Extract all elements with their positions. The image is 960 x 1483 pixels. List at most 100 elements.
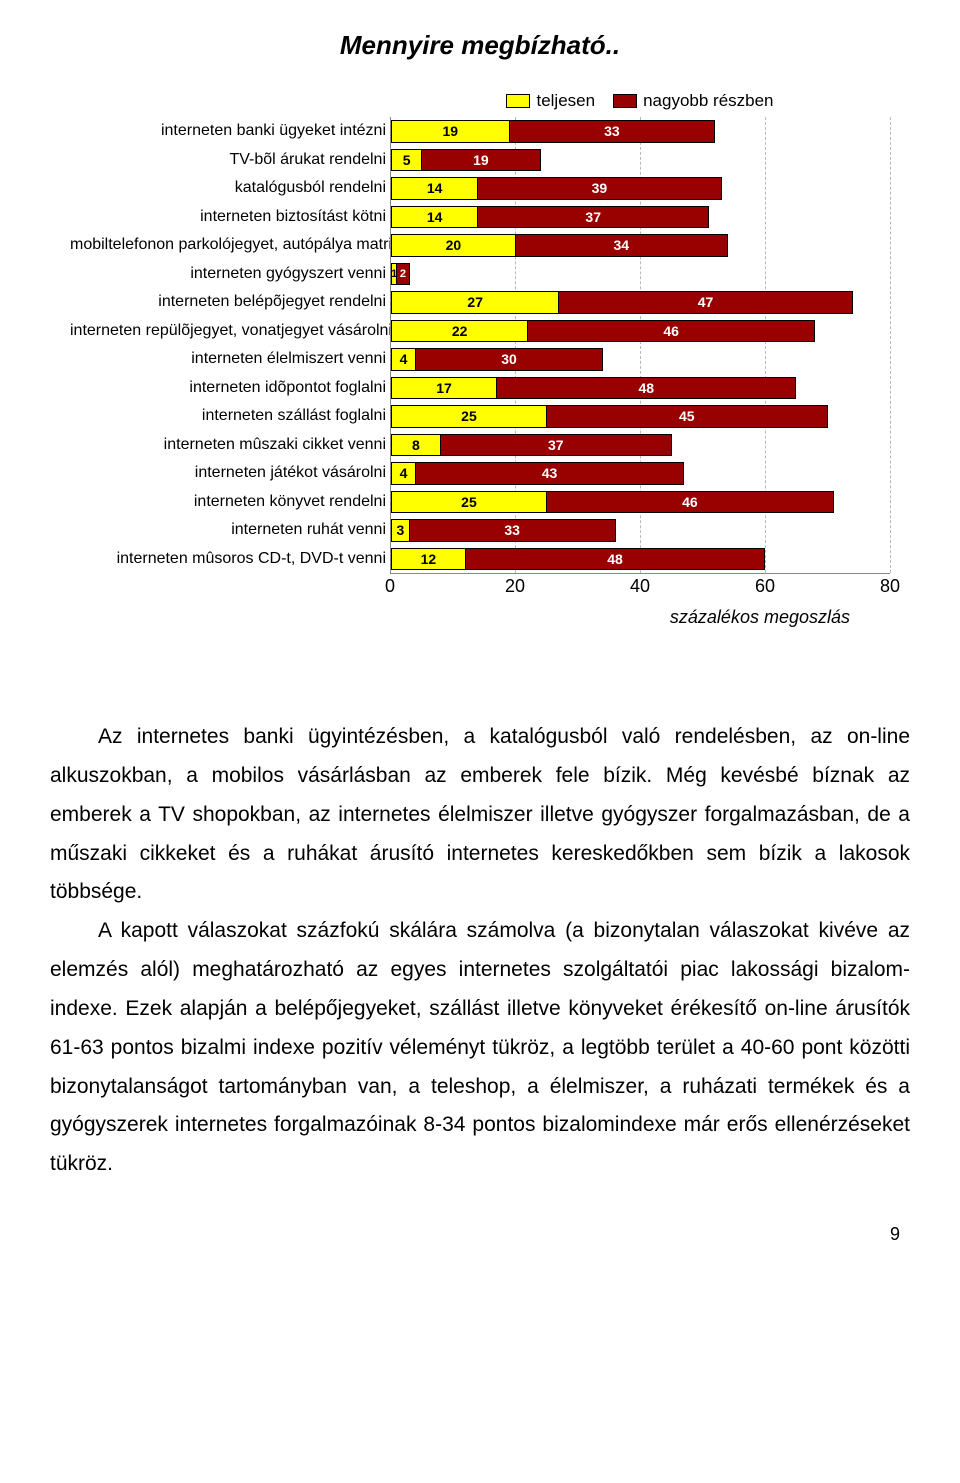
bar-track: 430 — [391, 348, 890, 371]
table-row: interneten ruhát venni333 — [70, 516, 890, 545]
row-label: interneten élelmiszert venni — [70, 350, 390, 368]
paragraph-1: Az internetes banki ügyintézésben, a kat… — [50, 718, 910, 912]
bar-track: 12 — [391, 263, 890, 286]
bar-segment: 12 — [391, 548, 466, 571]
bar-segment: 37 — [441, 434, 672, 457]
bar-segment: 4 — [391, 348, 416, 371]
chart-title: Mennyire megbízható.. — [50, 30, 910, 61]
bar-segment: 14 — [391, 206, 478, 229]
bar-track: 837 — [391, 434, 890, 457]
row-label: interneten könyvet rendelni — [70, 493, 390, 511]
row-label: interneten szállást foglalni — [70, 407, 390, 425]
row-plot: 1748 — [390, 374, 890, 403]
table-row: interneten banki ügyeket intézni1933 — [70, 117, 890, 146]
bar-segment: 46 — [528, 320, 815, 343]
bar-segment: 45 — [547, 405, 828, 428]
bar-track: 1439 — [391, 177, 890, 200]
bar-segment: 39 — [478, 177, 721, 200]
bar-segment: 46 — [547, 491, 834, 514]
row-plot: 430 — [390, 345, 890, 374]
axis-tick: 0 — [385, 576, 395, 597]
bar-track: 2545 — [391, 405, 890, 428]
table-row: TV-bõl árukat rendelni519 — [70, 146, 890, 175]
chart-rows: interneten banki ügyeket intézni1933TV-b… — [70, 117, 890, 573]
body-text: Az internetes banki ügyintézésben, a kat… — [50, 718, 910, 1184]
chart: teljesen nagyobb részben interneten bank… — [70, 91, 890, 628]
row-plot: 1437 — [390, 203, 890, 232]
bar-segment: 19 — [391, 120, 510, 143]
bar-segment: 19 — [422, 149, 541, 172]
bar-segment: 48 — [497, 377, 796, 400]
bar-segment: 8 — [391, 434, 441, 457]
bar-segment: 25 — [391, 491, 547, 514]
row-label: interneten belépõjegyet rendelni — [70, 293, 390, 311]
bar-segment: 17 — [391, 377, 497, 400]
bar-segment: 27 — [391, 291, 559, 314]
bar-track: 1437 — [391, 206, 890, 229]
axis-tick: 40 — [630, 576, 650, 597]
table-row: katalógusból rendelni1439 — [70, 174, 890, 203]
axis-title: százalékos megoszlás — [70, 607, 890, 628]
row-plot: 2034 — [390, 231, 890, 260]
row-plot: 2546 — [390, 488, 890, 517]
row-label: interneten banki ügyeket intézni — [70, 122, 390, 140]
row-plot: 519 — [390, 146, 890, 175]
bar-track: 519 — [391, 149, 890, 172]
row-label: katalógusból rendelni — [70, 179, 390, 197]
row-plot: 2246 — [390, 317, 890, 346]
table-row: interneten szállást foglalni2545 — [70, 402, 890, 431]
row-plot: 837 — [390, 431, 890, 460]
bar-segment: 33 — [510, 120, 716, 143]
row-plot: 1439 — [390, 174, 890, 203]
legend-swatch-1 — [613, 94, 637, 108]
bar-segment: 14 — [391, 177, 478, 200]
bar-segment: 25 — [391, 405, 547, 428]
bar-track: 2034 — [391, 234, 890, 257]
legend-swatch-0 — [506, 94, 530, 108]
row-label: interneten repülõjegyet, vonatjegyet vás… — [70, 322, 390, 340]
legend-label-0: teljesen — [536, 91, 595, 111]
row-label: interneten biztosítást kötni — [70, 208, 390, 226]
table-row: interneten gyógyszert venni12 — [70, 260, 890, 289]
row-plot: 333 — [390, 516, 890, 545]
table-row: interneten mûsoros CD-t, DVD-t venni1248 — [70, 545, 890, 574]
table-row: interneten játékot vásárolni443 — [70, 459, 890, 488]
table-row: interneten belépõjegyet rendelni2747 — [70, 288, 890, 317]
bar-track: 443 — [391, 462, 890, 485]
row-plot: 12 — [390, 260, 890, 289]
legend-label-1: nagyobb részben — [643, 91, 773, 111]
bar-segment: 47 — [559, 291, 852, 314]
table-row: interneten repülõjegyet, vonatjegyet vás… — [70, 317, 890, 346]
bar-segment: 3 — [391, 519, 410, 542]
row-plot: 2545 — [390, 402, 890, 431]
row-label: interneten mûszaki cikket venni — [70, 436, 390, 454]
legend-item-0: teljesen — [506, 91, 595, 111]
row-label: interneten mûsoros CD-t, DVD-t venni — [70, 550, 390, 568]
bar-track: 1748 — [391, 377, 890, 400]
table-row: interneten idõpontot foglalni1748 — [70, 374, 890, 403]
row-label: interneten játékot vásárolni — [70, 464, 390, 482]
legend: teljesen nagyobb részben — [390, 91, 890, 111]
table-row: interneten mûszaki cikket venni837 — [70, 431, 890, 460]
axis-tick: 80 — [880, 576, 900, 597]
axis-tick: 20 — [505, 576, 525, 597]
bar-track: 1248 — [391, 548, 890, 571]
row-plot: 1933 — [390, 117, 890, 146]
paragraph-2: A kapott válaszokat százfokú skálára szá… — [50, 912, 910, 1184]
table-row: interneten biztosítást kötni1437 — [70, 203, 890, 232]
bar-segment: 5 — [391, 149, 422, 172]
row-plot: 443 — [390, 459, 890, 488]
gridline — [890, 117, 891, 573]
bar-segment: 37 — [478, 206, 709, 229]
row-label: mobiltelefonon parkolójegyet, autópálya … — [70, 236, 390, 254]
bar-track: 2747 — [391, 291, 890, 314]
bar-track: 333 — [391, 519, 890, 542]
row-label: interneten gyógyszert venni — [70, 265, 390, 283]
axis-tick: 60 — [755, 576, 775, 597]
table-row: interneten könyvet rendelni2546 — [70, 488, 890, 517]
bar-segment: 30 — [416, 348, 603, 371]
bar-segment: 33 — [410, 519, 616, 542]
bar-track: 1933 — [391, 120, 890, 143]
row-plot: 2747 — [390, 288, 890, 317]
bar-segment: 4 — [391, 462, 416, 485]
